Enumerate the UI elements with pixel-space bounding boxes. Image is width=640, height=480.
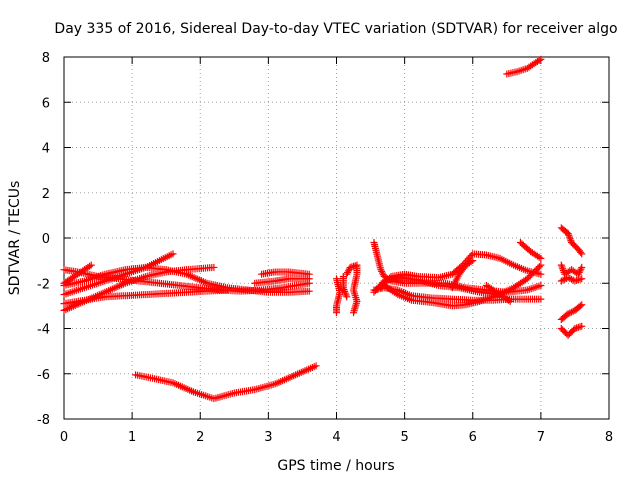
y-tick-label: 6 xyxy=(42,96,50,111)
data-point xyxy=(343,293,351,301)
data-point xyxy=(537,55,545,63)
series-arc-5e xyxy=(370,274,504,299)
data-point xyxy=(576,302,584,310)
x-tick-label: 7 xyxy=(537,430,545,445)
axis-ticks: 0 1 2 3 4 5 6 7 8 -8 -6 -4 -2 0 2 4 6 8 xyxy=(37,51,613,445)
data-point xyxy=(377,266,385,274)
data-point xyxy=(568,275,576,283)
data-point xyxy=(305,287,313,295)
series-arc-4c xyxy=(343,261,361,317)
x-tick-label: 4 xyxy=(332,430,340,445)
data-point xyxy=(534,264,542,272)
data-point xyxy=(537,282,545,290)
series-arc-b xyxy=(60,250,177,299)
series-arc-5f xyxy=(448,257,477,292)
y-tick-label: -8 xyxy=(37,413,50,428)
data-point xyxy=(525,273,533,281)
data-point xyxy=(559,276,567,284)
data-point xyxy=(169,250,177,258)
series-arc-5h xyxy=(516,239,545,262)
data-point xyxy=(578,263,586,271)
data-point xyxy=(566,274,574,282)
data-point xyxy=(564,310,572,318)
series-arc-top xyxy=(503,55,545,78)
x-tick-label: 3 xyxy=(264,430,272,445)
data-point xyxy=(224,286,231,294)
x-tick-label: 8 xyxy=(605,430,613,445)
data-point xyxy=(378,267,386,275)
data-point xyxy=(467,258,475,266)
data-point xyxy=(505,296,513,304)
series-arc-g xyxy=(258,268,313,278)
x-axis-label: GPS time / hours xyxy=(277,458,394,474)
data-point xyxy=(523,275,531,283)
chart-title: Day 335 of 2016, Sidereal Day-to-day VTE… xyxy=(54,21,617,37)
series-arc-7e xyxy=(557,322,586,339)
data-point xyxy=(568,308,576,316)
series-arc-4a xyxy=(333,275,344,317)
data-point xyxy=(343,270,351,278)
series-arc-f xyxy=(60,261,95,287)
series-arc-e xyxy=(60,286,231,308)
x-tick-label: 1 xyxy=(128,430,136,445)
data-point xyxy=(392,289,400,297)
data-point xyxy=(467,251,475,259)
data-point xyxy=(566,309,574,317)
data-point xyxy=(344,269,352,277)
data-point xyxy=(575,269,583,277)
data-point xyxy=(537,254,545,262)
data-point xyxy=(578,301,586,309)
y-tick-label: 4 xyxy=(42,142,50,157)
y-tick-label: -6 xyxy=(37,368,50,383)
data-point xyxy=(577,248,585,256)
data-point xyxy=(305,275,313,283)
x-tick-label: 2 xyxy=(196,430,204,445)
series-arc-5c xyxy=(380,261,545,310)
data-point xyxy=(535,263,543,271)
data-point xyxy=(578,250,586,258)
series-arc-7d xyxy=(557,301,586,323)
data-point xyxy=(537,270,545,278)
data-point xyxy=(344,267,352,275)
y-tick-label: -4 xyxy=(37,323,50,338)
data-point xyxy=(557,277,565,285)
x-tick-label: 6 xyxy=(469,430,477,445)
series-arc-4b xyxy=(339,272,351,301)
data-point xyxy=(561,275,569,283)
data-point xyxy=(350,309,358,317)
y-tick-label: 2 xyxy=(42,187,50,202)
y-axis-label: SDTVAR / TECUs xyxy=(7,181,23,296)
data-point xyxy=(535,56,543,64)
y-tick-label: 8 xyxy=(42,51,50,66)
data-point xyxy=(537,261,545,269)
data-point xyxy=(577,265,585,273)
data-point xyxy=(535,253,543,261)
series-arc-7a xyxy=(557,224,586,258)
series-arc-7c xyxy=(557,274,586,285)
data-point xyxy=(469,257,477,265)
data-point xyxy=(537,295,545,303)
data-point xyxy=(87,261,95,269)
data-point xyxy=(333,309,340,317)
data-point xyxy=(576,267,584,275)
data-point xyxy=(86,262,94,270)
series-arc-low xyxy=(132,362,320,403)
data-point xyxy=(564,274,572,282)
data-point xyxy=(378,269,386,277)
series-arc-5g xyxy=(482,282,514,305)
data-point xyxy=(578,275,586,283)
data-point xyxy=(210,263,218,271)
y-tick-label: 0 xyxy=(42,232,50,247)
data-point xyxy=(506,297,514,305)
data-point xyxy=(312,362,320,370)
data-point xyxy=(578,322,586,330)
x-tick-label: 5 xyxy=(400,430,408,445)
series-arc-h xyxy=(251,275,313,287)
y-tick-label: -2 xyxy=(37,277,50,292)
data-points xyxy=(60,55,586,403)
x-tick-label: 0 xyxy=(60,430,68,445)
